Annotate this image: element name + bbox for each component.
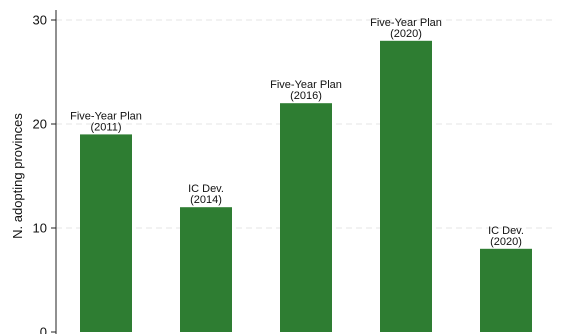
bar	[480, 248, 532, 332]
y-axis: 0 10 20 30	[33, 10, 57, 334]
bar-label: Five-Year Plan	[270, 79, 342, 91]
y-tick-label: 0	[40, 325, 47, 334]
bar	[80, 134, 132, 332]
bars	[80, 40, 532, 333]
bar-label: (2020)	[490, 236, 522, 248]
y-axis-title: N. adopting provinces	[10, 113, 25, 239]
y-tick-label: 20	[33, 117, 47, 132]
bar-labels: Five-Year Plan(2011)IC Dev.(2014)Five-Ye…	[70, 17, 524, 248]
bar	[380, 40, 432, 333]
bar-label: Five-Year Plan	[370, 17, 442, 29]
bar-label: Five-Year Plan	[70, 110, 142, 122]
y-tick-label: 10	[33, 221, 47, 236]
bar-label: (2014)	[190, 194, 222, 206]
bar-label: (2020)	[390, 28, 422, 40]
bar-label: IC Dev.	[188, 183, 224, 195]
bar	[180, 207, 232, 332]
bar	[280, 103, 332, 332]
bar-label: (2011)	[91, 121, 122, 133]
bar-label: (2016)	[290, 90, 322, 102]
bar-label: IC Dev.	[488, 225, 524, 237]
y-tick-label: 30	[33, 13, 47, 28]
